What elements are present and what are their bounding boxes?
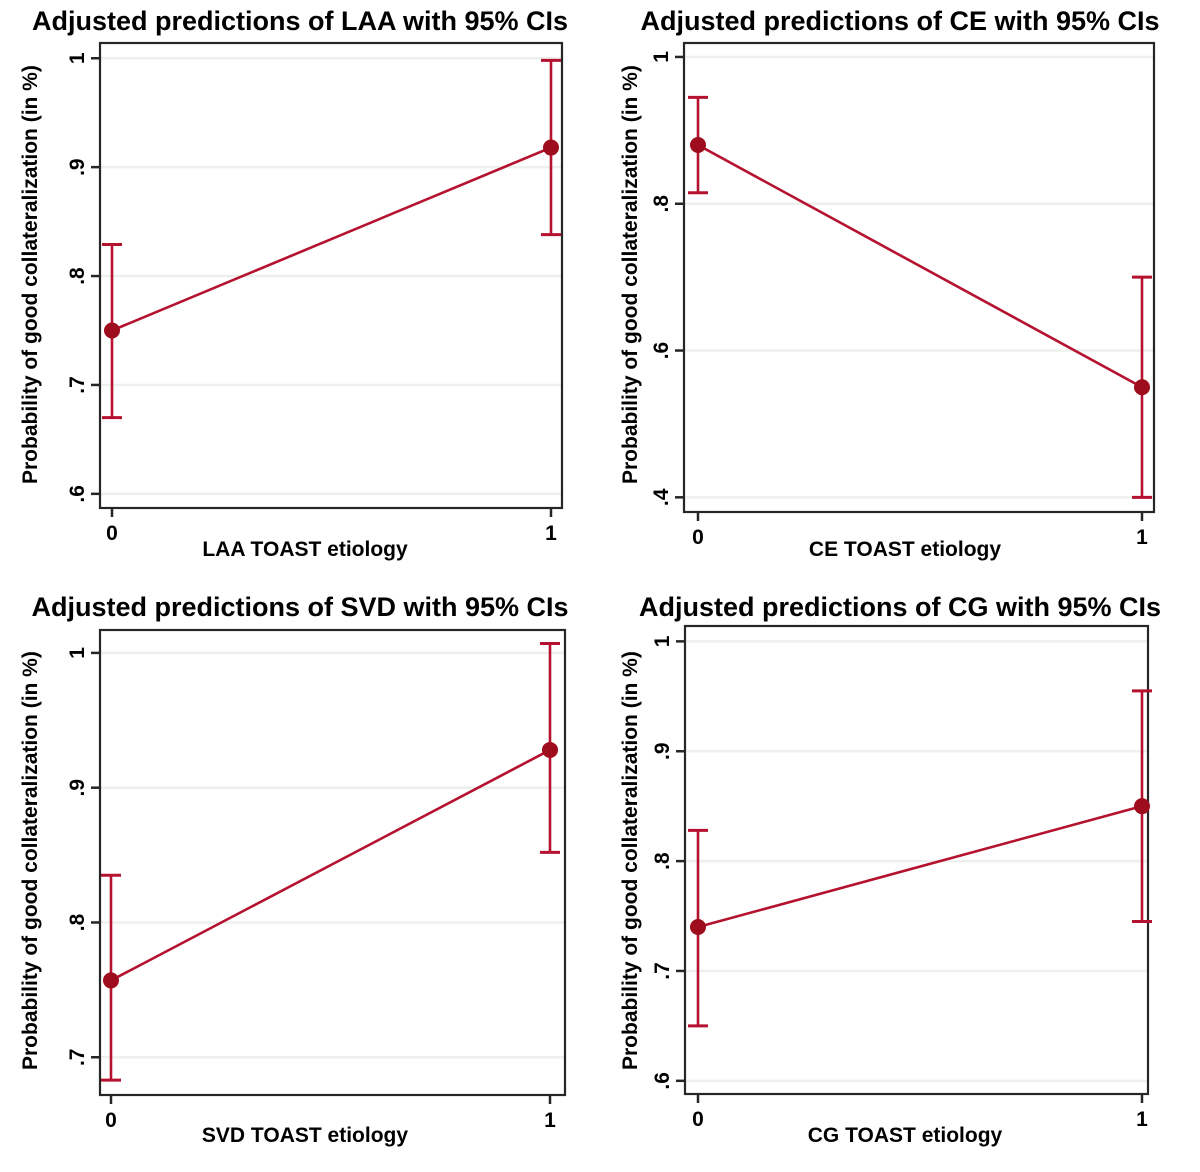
data-point <box>543 139 559 156</box>
panel-cg: Adjusted predictions of CG with 95% CIs … <box>600 586 1200 1172</box>
y-tick-label: .6 <box>650 342 673 360</box>
plot-area: .6 .7 .8 .9 1 0 1 <box>651 624 1152 1131</box>
data-point <box>103 972 119 989</box>
y-tick-label: .7 <box>66 376 89 394</box>
y-tick-label: .6 <box>651 1072 674 1090</box>
y-tick-label: .4 <box>650 488 673 506</box>
panel-ce: Adjusted predictions of CE with 95% CIs … <box>600 0 1200 586</box>
y-tick-label: .7 <box>66 1049 89 1067</box>
y-tick-label: .9 <box>66 779 89 797</box>
data-point <box>1134 798 1150 815</box>
y-tick-label: .8 <box>650 195 673 213</box>
y-tick-label: .8 <box>66 267 89 285</box>
y-tick-label: .9 <box>651 742 674 760</box>
panel-svd: Adjusted predictions of SVD with 95% CIs… <box>0 586 600 1172</box>
plot-area: .7 .8 .9 1 0 1 <box>66 628 567 1132</box>
y-tick-label: .8 <box>66 913 89 931</box>
x-axis-label: LAA TOAST etiology <box>202 538 408 561</box>
y-tick-label: .6 <box>66 485 89 503</box>
plot-area: .4 .6 .8 1 0 1 <box>650 41 1156 549</box>
data-point <box>690 919 706 936</box>
trend-line <box>697 804 1143 929</box>
y-tick-label: 1 <box>66 52 89 64</box>
y-tick-label: 1 <box>651 635 674 647</box>
data-point <box>1134 379 1150 396</box>
plot-border <box>682 41 1156 514</box>
x-tick-label: 0 <box>105 1109 117 1132</box>
x-tick-label: 1 <box>1136 1108 1148 1131</box>
panel-title: Adjusted predictions of CG with 95% CIs <box>638 592 1162 622</box>
x-tick-label: 1 <box>544 1109 556 1132</box>
x-axis-label: CE TOAST etiology <box>808 538 1002 561</box>
y-tick-label: .7 <box>651 962 674 980</box>
panel-title: Adjusted predictions of CE with 95% CIs <box>640 6 1160 36</box>
x-axis-label: SVD TOAST etiology <box>201 1124 409 1147</box>
x-tick-label: 0 <box>692 526 704 549</box>
data-point <box>690 137 706 154</box>
plot-area: .6 .7 .8 .9 1 0 1 <box>66 41 564 545</box>
panel-title: Adjusted predictions of LAA with 95% CIs <box>31 6 569 36</box>
data-point <box>542 741 558 758</box>
trend-line <box>697 143 1143 389</box>
panel-title: Adjusted predictions of SVD with 95% CIs <box>31 592 569 622</box>
y-tick-label: 1 <box>650 51 673 63</box>
panel-laa: Adjusted predictions of LAA with 95% CIs… <box>0 0 600 586</box>
y-tick-label: .9 <box>66 158 89 176</box>
x-tick-label: 1 <box>1136 526 1148 549</box>
y-tick-label: .8 <box>651 852 674 870</box>
trend-line <box>110 748 551 982</box>
trend-line <box>111 146 552 332</box>
x-axis-label: CG TOAST etiology <box>807 1124 1003 1147</box>
x-tick-label: 0 <box>106 522 118 545</box>
x-tick-label: 0 <box>692 1108 704 1131</box>
y-tick-label: 1 <box>66 647 89 659</box>
x-tick-label: 1 <box>545 522 557 545</box>
data-point <box>104 322 120 339</box>
plot-border <box>98 628 567 1097</box>
